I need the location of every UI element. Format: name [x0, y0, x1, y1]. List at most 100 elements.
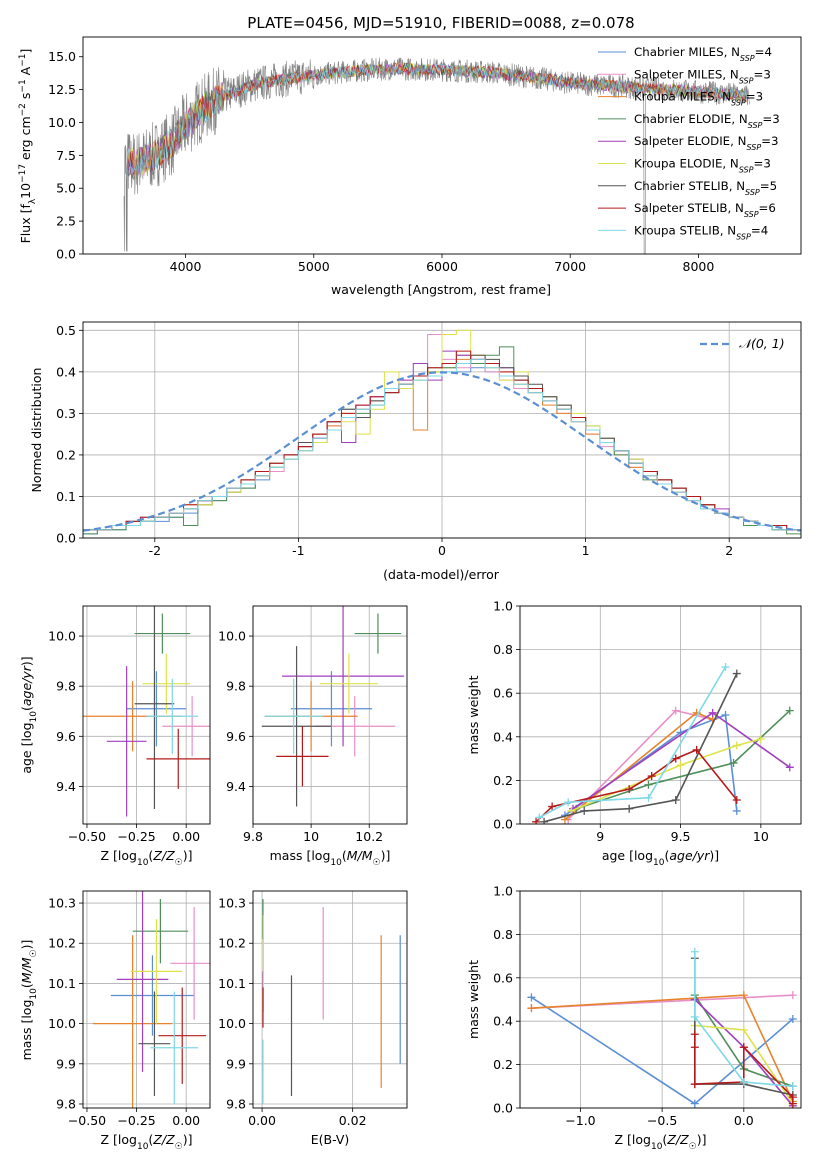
series-marker: [732, 669, 741, 678]
axes-frame: [519, 890, 802, 1109]
series-marker: [788, 1099, 797, 1108]
series-marker: [540, 817, 549, 824]
legend: Chabrier MILES, NSSP=4 Salpeter MILES, NS…: [598, 45, 780, 241]
y-tick-label: 0.0: [56, 531, 76, 546]
series-line: [571, 738, 762, 812]
plot-area-age-vs-Z: [83, 606, 210, 817]
y-tick-label: 2.5: [56, 214, 76, 229]
x-tick-label: 0.00: [248, 1113, 276, 1128]
y-tick-label: 0.4: [493, 1014, 513, 1029]
series-marker: [721, 711, 730, 719]
legend-entry: Salpeter MILES, NSSP=3: [634, 67, 771, 85]
x-tick-label: −1.0: [565, 1113, 595, 1128]
y-tick-label: 15.0: [48, 49, 76, 64]
plot-area-mass-vs-EBV: [262, 899, 401, 1104]
plot-area-mass-vs-Z: [92, 891, 210, 1108]
y-tick-label: 1.0: [493, 884, 513, 899]
y-axis-label: Flux [fλ10−17 erg cm−2 s−1 A−1]: [18, 49, 38, 244]
series-marker: [535, 813, 544, 822]
x-tick-label: 5000: [298, 259, 330, 274]
x-tick-label: 4000: [170, 259, 202, 274]
plot-area-residuals: [83, 329, 801, 535]
series-marker: [647, 772, 656, 781]
series-marker: [788, 991, 797, 1000]
y-tick-label: 10.3: [218, 896, 246, 911]
x-tick-label: -2: [149, 543, 161, 558]
axes-frame: [519, 605, 802, 825]
panel-spectrum: 4000 5000 6000 7000 8000 0.0 2.5 5.0 7.5 10.0 12.5…: [18, 36, 802, 297]
y-tick-label: 9.9: [226, 1056, 246, 1071]
series-marker: [721, 663, 730, 672]
normal-reference-curve: [83, 371, 801, 532]
y-tick-label: 10.2: [48, 936, 76, 951]
legend-entry: Kroupa MILES, NSSP=3: [634, 90, 763, 108]
y-tick-label: 9.8: [226, 1096, 246, 1111]
series-marker: [785, 706, 794, 715]
y-tick-label: 0.0: [493, 1101, 513, 1116]
y-tick-label: 0.8: [493, 642, 513, 657]
series-line: [575, 710, 791, 810]
series-marker: [644, 780, 653, 789]
x-tick-label: 9.5: [671, 829, 691, 844]
series-marker: [671, 706, 680, 715]
x-tick-label: 7000: [554, 259, 586, 274]
series-line: [694, 958, 793, 1096]
y-tick-label: 9.6: [226, 729, 246, 744]
y-tick-label: 0.2: [493, 773, 513, 788]
y-tick-label: 10.0: [48, 1016, 76, 1031]
model-spectrum-line: [126, 62, 748, 179]
y-tick-label: 0.2: [56, 447, 76, 462]
y-tick-label: 9.6: [56, 729, 76, 744]
y-tick-label: 10.0: [218, 629, 246, 644]
series-marker: [690, 1080, 699, 1089]
x-tick-label: 0.00: [172, 1113, 200, 1128]
plot-area-massweight-vs-Z: [527, 947, 797, 1108]
series-marker: [625, 785, 634, 794]
x-tick-label: 2: [725, 543, 733, 558]
legend-entry: Kroupa ELODIE, NSSP=3: [634, 157, 771, 175]
y-tick-label: 0.8: [493, 927, 513, 942]
series-marker: [564, 798, 573, 807]
x-tick-label: −0.50: [68, 1113, 106, 1128]
legend-entry: Salpeter ELODIE, NSSP=3: [634, 134, 779, 152]
y-tick-label: 0.4: [56, 364, 76, 379]
y-tick-label: 0.6: [493, 686, 513, 701]
y-tick-label: 0.4: [493, 729, 513, 744]
x-tick-label: 10: [753, 829, 769, 844]
axes-frame: [252, 890, 408, 1109]
series-marker: [676, 761, 685, 770]
x-tick-label: −0.25: [117, 1113, 155, 1128]
panel-age-vs-Z: −0.50 −0.25 0.00 9.4 9.6 9.8 10.0 Z [log10(Z/Z☉…: [19, 605, 211, 868]
x-axis-label: age [log10(age/yr)]: [602, 848, 719, 868]
panel-mass-vs-EBV: 0.00 0.02 9.8 9.9 10.0 10.1 10.2 10.3 E(B-V): [218, 890, 408, 1147]
series-marker: [690, 1030, 699, 1039]
legend-entry: Kroupa STELIB, NSSP=4: [634, 223, 768, 241]
figure-title: PLATE=0456, MJD=51910, FIBERID=0088, z=0…: [247, 14, 634, 32]
legend-entry: 𝒩(0, 1): [739, 336, 785, 351]
legend-entry: Salpeter STELIB, NSSP=6: [634, 201, 776, 219]
series-marker: [732, 796, 741, 805]
series-marker: [732, 741, 741, 750]
y-tick-label: 9.4: [56, 779, 76, 794]
series-marker: [739, 1025, 748, 1034]
y-tick-label: 10.1: [218, 976, 246, 991]
x-tick-label: 9: [596, 829, 604, 844]
y-tick-label: 5.0: [56, 181, 76, 196]
x-tick-label: -1: [292, 543, 304, 558]
y-tick-label: 10.1: [48, 976, 76, 991]
series-marker: [690, 1099, 699, 1108]
series-marker: [739, 991, 748, 1000]
series-marker: [671, 754, 680, 763]
x-axis-label: mass [log10(M/M☉)]: [270, 848, 391, 868]
y-axis-label: mass weight: [466, 675, 481, 754]
y-tick-label: 10.2: [218, 936, 246, 951]
axes-frame: [82, 321, 802, 539]
series-marker: [671, 796, 680, 805]
panel-massweight-vs-age: 9 9.5 10 0.0 0.2 0.4 0.6 0.8 1.0 age [log10(age/y…: [466, 599, 802, 868]
series-marker: [644, 793, 653, 802]
y-tick-label: 0.5: [56, 323, 76, 338]
series-marker: [690, 947, 699, 956]
plot-area-age-vs-mass: [261, 606, 405, 807]
series-marker: [690, 1012, 699, 1021]
